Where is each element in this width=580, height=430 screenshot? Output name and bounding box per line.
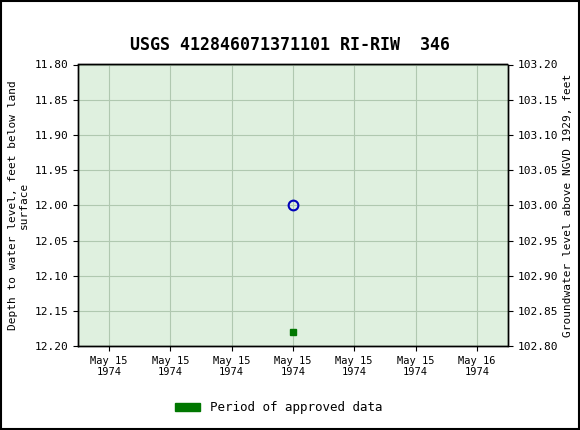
Legend: Period of approved data: Period of approved data xyxy=(169,396,387,419)
Y-axis label: Groundwater level above NGVD 1929, feet: Groundwater level above NGVD 1929, feet xyxy=(563,74,573,337)
Text: USGS 412846071371101 RI-RIW  346: USGS 412846071371101 RI-RIW 346 xyxy=(130,36,450,54)
Y-axis label: Depth to water level, feet below land
surface: Depth to water level, feet below land su… xyxy=(8,80,29,330)
Text: USGS: USGS xyxy=(39,9,103,29)
